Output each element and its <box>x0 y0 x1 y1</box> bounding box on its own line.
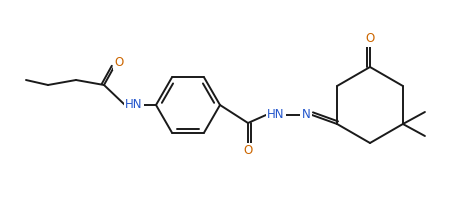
Text: HN: HN <box>125 99 143 112</box>
Text: O: O <box>243 145 252 157</box>
Text: N: N <box>302 109 310 122</box>
Text: O: O <box>114 56 124 68</box>
Text: O: O <box>365 33 374 45</box>
Text: HN: HN <box>267 109 285 122</box>
